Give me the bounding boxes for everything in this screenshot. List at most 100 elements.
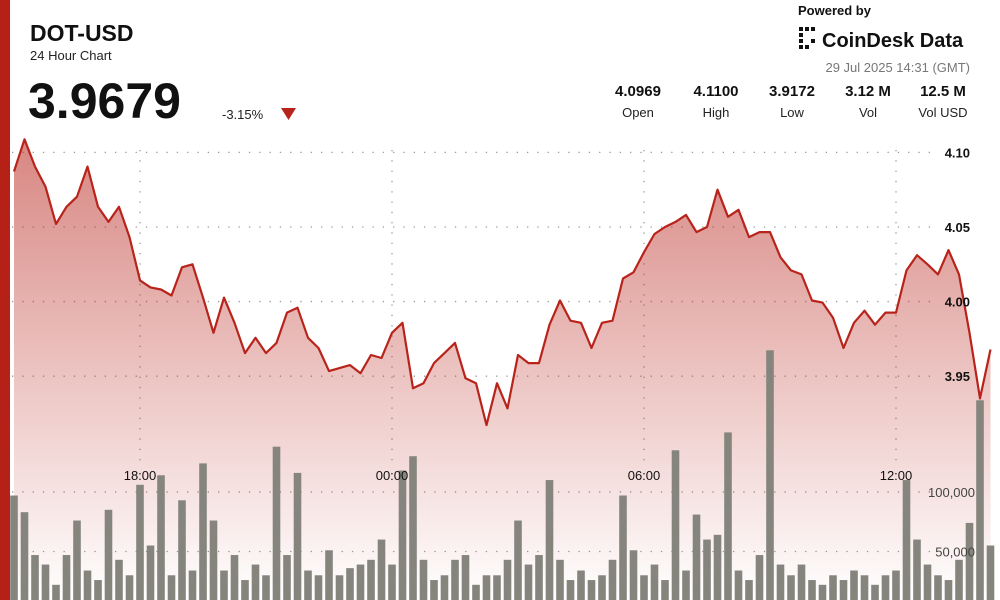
stats: 4.0969 Open 4.1100 High 3.9172 Low 3.12 M Vol 12… <box>615 83 968 120</box>
stat-label: Vol <box>859 105 877 120</box>
y-tick-label: 4.00 <box>945 295 970 310</box>
change: -3.15% <box>222 107 264 122</box>
volume-bar <box>671 450 680 600</box>
volume-bar <box>199 463 207 600</box>
volume-bar <box>514 520 522 600</box>
volume-bar <box>745 580 753 600</box>
volume-bar <box>209 520 218 600</box>
x-tick-label: 00:00 <box>376 468 409 483</box>
volume-bar <box>881 575 890 600</box>
volume-bar <box>10 495 18 600</box>
volume-bar <box>230 555 239 600</box>
volume-bar <box>419 559 428 600</box>
volume-bar <box>52 584 60 600</box>
stat-value: 4.1100 <box>693 83 738 100</box>
volume-bar <box>356 564 365 600</box>
volume-bar <box>755 555 764 600</box>
volume-bar <box>388 564 396 600</box>
volume-bar <box>629 550 638 600</box>
volume-bar <box>944 580 953 600</box>
powered-by: Powered by <box>798 3 872 18</box>
volume-bar <box>304 570 312 600</box>
volume-bar <box>251 564 260 600</box>
volume-bar <box>440 575 449 600</box>
volume-bar <box>83 570 92 600</box>
volume-bar <box>146 545 155 600</box>
volume-bar <box>556 559 564 600</box>
brand-logo <box>799 27 815 49</box>
volume-bar <box>325 550 333 600</box>
stat-label: Vol USD <box>918 105 967 120</box>
volume-bar <box>136 484 144 600</box>
volume-bar <box>283 555 291 600</box>
volume-bar <box>115 559 123 600</box>
volume-bar <box>713 534 722 600</box>
volume-bar <box>577 570 585 600</box>
volume-bar <box>976 400 984 600</box>
stat-label: Open <box>622 105 654 120</box>
volume-bar <box>545 480 554 600</box>
x-tick-label: 06:00 <box>628 468 661 483</box>
plot-area: 4.10 4.05 4.00 3.95 100,000 50,000 18:00 00:00 0… <box>10 138 995 600</box>
symbol: DOT-USD <box>30 20 134 46</box>
volume-bar <box>619 495 627 600</box>
y2-tick-label: 100,000 <box>928 485 975 500</box>
stat-value: 3.9172 <box>769 83 815 100</box>
volume-bar <box>871 584 879 600</box>
stat-label: Low <box>780 105 804 120</box>
stat-value: 3.12 M <box>845 83 891 100</box>
volume-bar <box>482 575 491 600</box>
volume-bar <box>377 539 386 600</box>
volume-bar <box>430 580 438 600</box>
volume-bar <box>829 575 837 600</box>
x-tick-label: 18:00 <box>124 468 157 483</box>
volume-bar <box>808 580 816 600</box>
volume-bar <box>934 575 942 600</box>
volume-bar <box>640 575 648 600</box>
volume-bar <box>535 555 543 600</box>
volume-bar <box>409 456 417 600</box>
volume-bar <box>892 570 900 600</box>
volume-bar <box>923 564 932 600</box>
volume-bar <box>850 570 858 600</box>
price-line <box>12 138 992 427</box>
down-arrow <box>281 108 296 120</box>
timestamp: 29 Jul 2025 14:31 (GMT) <box>825 60 970 75</box>
y-tick-label: 4.10 <box>945 145 970 160</box>
volume-bar <box>682 570 690 600</box>
volume-bar <box>986 545 995 600</box>
volume-bar <box>503 559 512 600</box>
volume-bar <box>346 568 354 600</box>
volume-bar <box>62 555 71 600</box>
volume-bar <box>104 509 113 600</box>
volume-bar <box>913 539 921 600</box>
volume-bar <box>661 580 669 600</box>
volume-bar <box>335 575 344 600</box>
volume-bar <box>293 472 302 600</box>
volume-bar <box>797 564 806 600</box>
stat-label: High <box>703 105 730 120</box>
y-tick-label: 4.05 <box>945 220 970 235</box>
volume-bar <box>493 575 501 600</box>
accent-bar <box>0 0 10 600</box>
volume-bar <box>734 570 743 600</box>
volume-bar <box>272 446 281 600</box>
volume-bar <box>73 520 81 600</box>
volume-bar <box>860 575 869 600</box>
volume-bar <box>157 475 165 600</box>
volume-bar <box>94 580 102 600</box>
volume-bar <box>965 522 974 600</box>
volume-bar <box>125 575 134 600</box>
stat-value: 12.5 M <box>920 83 966 100</box>
volume-bar <box>818 584 827 600</box>
subtitle: 24 Hour Chart <box>30 48 112 63</box>
volume-bar <box>692 514 701 600</box>
volume-bar <box>41 564 50 600</box>
volume-bar <box>902 480 911 600</box>
volume-bar <box>776 564 785 600</box>
volume-bar <box>766 350 774 600</box>
volume-bar <box>367 559 375 600</box>
y2-tick-label: 50,000 <box>935 544 975 559</box>
